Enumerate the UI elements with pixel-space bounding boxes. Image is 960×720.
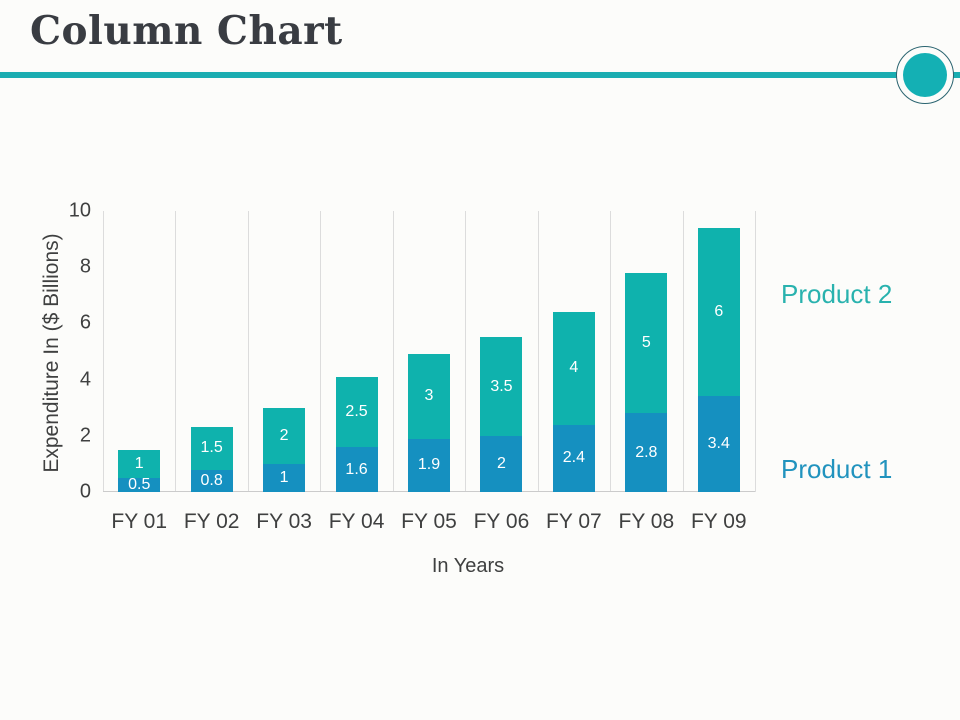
bar-segment-product-1: 3.4 <box>697 396 740 492</box>
bar-stack: 2.8 5 <box>625 272 668 492</box>
gridline-vertical <box>320 211 321 492</box>
bar-stack: 2 3.5 <box>480 337 523 492</box>
title-divider-circle <box>903 53 947 97</box>
gridline-vertical <box>610 211 611 492</box>
x-axis-tick-label: FY 09 <box>690 510 747 533</box>
bar-value-label: 0.8 <box>200 471 223 489</box>
bar-segment-product-2: 3.5 <box>480 337 523 436</box>
bar-segment-product-2: 1 <box>118 449 161 478</box>
title-divider-ring <box>896 46 954 104</box>
series-label-product-1: Product 1 <box>781 454 893 484</box>
bar-stack: 3.4 6 <box>697 227 740 492</box>
bar-segment-product-2: 2.5 <box>335 376 378 448</box>
bar-value-label: 1.9 <box>417 456 441 474</box>
bar-segment-product-1: 1.9 <box>408 438 450 492</box>
gridline-vertical <box>755 211 756 492</box>
bar-value-label: 2 <box>279 426 289 444</box>
bar-segment-product-1: 1.6 <box>335 447 378 492</box>
x-axis-tick-label: FY 01 <box>111 510 168 533</box>
gridline-vertical <box>175 211 176 492</box>
bar-value-label: 4 <box>569 359 579 377</box>
bar-value-label: 2 <box>496 454 506 472</box>
y-axis-tick-label: 10 <box>68 199 91 222</box>
bar-value-label: 0.5 <box>128 475 151 493</box>
x-axis-tick-label: FY 07 <box>546 510 602 533</box>
plot-area: 0 2 4 6 8 10 FY 01 0.5 1 FY 02 0.8 1.5 FY 03 1 2 FY 04 1… <box>69 200 756 533</box>
bar-segment-product-2: 1.5 <box>190 427 233 470</box>
bar-segment-product-1: 2 <box>480 435 523 492</box>
y-axis-tick-label: 0 <box>79 480 91 503</box>
bar-value-label: 1.6 <box>345 460 368 478</box>
y-axis-tick-label: 4 <box>79 368 91 391</box>
gridline-vertical <box>393 211 394 492</box>
bar-segment-product-1: 2.4 <box>552 424 595 492</box>
bar-segment-product-1: 1 <box>263 463 306 492</box>
bar-value-label: 6 <box>714 303 724 321</box>
gridline-vertical <box>538 211 539 492</box>
gridline-vertical <box>248 211 249 492</box>
bar-stack: 2.4 4 <box>552 312 595 492</box>
bar-value-label: 2.5 <box>345 402 368 420</box>
series-label-product-2: Product 2 <box>781 279 893 309</box>
bar-segment-product-1: 0.5 <box>118 475 161 493</box>
bar-segment-product-2: 2 <box>263 407 306 464</box>
x-axis-title: In Years <box>431 555 505 577</box>
bar-value-label: 3 <box>424 387 434 405</box>
bar-value-label: 2.8 <box>635 443 658 461</box>
bar-stack: 0.5 1 <box>118 449 161 493</box>
bar-stack: 1.9 3 <box>408 354 450 492</box>
bar-value-label: 3.4 <box>707 435 730 453</box>
x-axis-tick-label: FY 03 <box>256 510 312 533</box>
bar-segment-product-2: 3 <box>408 354 450 439</box>
bar-value-label: 2.4 <box>562 449 585 467</box>
bar-segment-product-2: 5 <box>625 272 668 414</box>
x-axis-tick-label: FY 02 <box>183 510 240 533</box>
y-axis-tick-label: 2 <box>79 424 91 447</box>
gridline-vertical <box>683 211 684 492</box>
bar-segment-product-1: 2.8 <box>625 413 668 492</box>
bar-segment-product-2: 6 <box>697 227 740 397</box>
bar-value-label: 3.5 <box>490 377 513 395</box>
x-axis-tick-label: FY 08 <box>618 510 675 533</box>
x-axis-tick-label: FY 06 <box>473 510 530 533</box>
bar-segment-product-1: 0.8 <box>190 469 233 492</box>
y-axis-tick-label: 8 <box>79 255 91 278</box>
x-axis-tick-label: FY 04 <box>328 510 385 533</box>
bar-value-label: 1 <box>134 454 144 472</box>
bar-stack: 1.6 2.5 <box>335 376 378 492</box>
bar-stack: 0.8 1.5 <box>190 427 233 492</box>
page-title: Column Chart <box>30 8 343 54</box>
bar-segment-product-2: 4 <box>552 312 595 425</box>
x-axis-tick-label: FY 05 <box>401 510 457 533</box>
gridline-vertical <box>103 211 104 492</box>
title-divider-line <box>0 72 960 78</box>
bar-value-label: 5 <box>641 334 651 352</box>
bar-value-label: 1.5 <box>200 439 223 457</box>
y-axis-tick-label: 6 <box>79 311 91 334</box>
gridline-vertical <box>465 211 466 492</box>
bar-value-label: 1 <box>279 468 289 486</box>
